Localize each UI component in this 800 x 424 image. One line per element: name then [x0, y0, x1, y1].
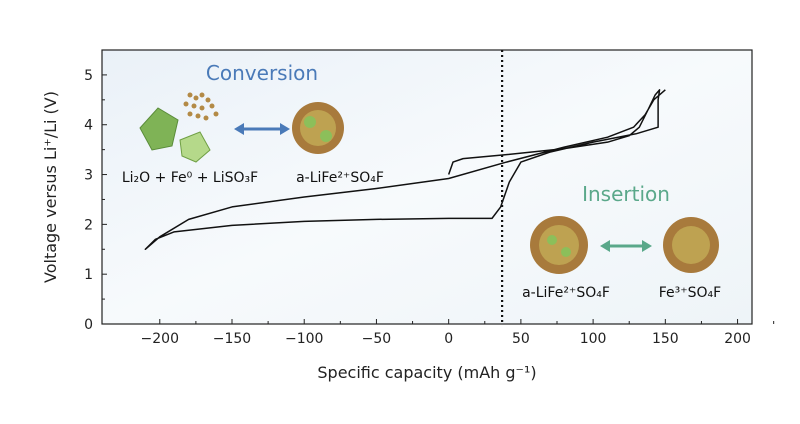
x-tick-label: −200 — [141, 331, 179, 347]
insertion-right-crystal-icon — [663, 217, 719, 273]
insertion-left-label: a-LiFe²⁺SO₄F — [522, 285, 610, 301]
x-tick-label: 200 — [724, 331, 751, 347]
y-tick-label: 0 — [84, 317, 93, 333]
x-axis-label: Specific capacity (mAh g⁻¹) — [317, 363, 536, 382]
conversion-right-crystal-icon — [292, 102, 344, 154]
conversion-title: Conversion — [206, 61, 318, 85]
x-tick-label: −50 — [362, 331, 392, 347]
y-tick-label: 3 — [84, 168, 93, 184]
conversion-left-label: Li₂O + Fe⁰ + LiSO₃F — [122, 170, 258, 186]
y-axis-label: Voltage versus Li⁺/Li (V) — [41, 91, 60, 283]
conversion-left-crystal-icon — [139, 92, 219, 163]
x-tick-label: −100 — [285, 331, 323, 347]
insertion-right-label: Fe³⁺SO₄F — [659, 285, 721, 301]
voltage-curve — [144, 89, 666, 251]
y-tick-label: 1 — [84, 267, 93, 283]
x-tick-label: 50 — [512, 331, 530, 347]
insertion-arrow-icon — [600, 240, 652, 252]
x-tick-label: −150 — [213, 331, 251, 347]
y-tick-label: 2 — [84, 217, 93, 233]
insertion-title: Insertion — [582, 182, 670, 206]
insertion-left-crystal-icon — [530, 216, 588, 274]
y-tick-label: 5 — [84, 68, 93, 84]
x-tick-label: 100 — [580, 331, 607, 347]
x-tick-label: 0 — [444, 331, 453, 347]
conversion-arrow-icon — [234, 123, 290, 135]
y-tick-label: 4 — [84, 118, 93, 134]
conversion-right-label: a-LiFe²⁺SO₄F — [296, 170, 384, 186]
x-tick-label: 150 — [652, 331, 679, 347]
plot-area — [101, 49, 753, 325]
